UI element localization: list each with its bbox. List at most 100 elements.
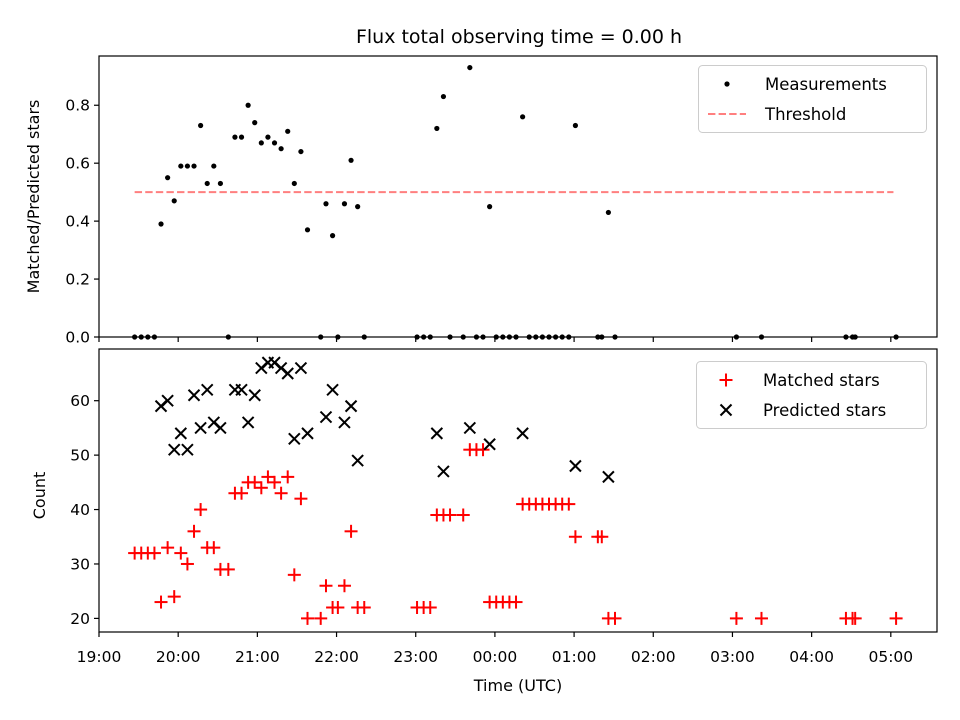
matched-star-point xyxy=(729,611,743,625)
matched-star-point xyxy=(337,579,351,593)
matched-star-point xyxy=(154,595,168,609)
top-y-tick-label: 0.4 xyxy=(65,213,90,231)
measurement-point xyxy=(265,134,271,140)
matched-star-point xyxy=(562,497,576,511)
top-plot-frame xyxy=(98,55,938,338)
predicted-star-point xyxy=(602,470,615,484)
top-y-tick-label: 0.2 xyxy=(65,271,90,289)
x-axis-label: Time (UTC) xyxy=(473,676,562,695)
top-y-tick-label: 0.8 xyxy=(65,97,90,115)
bottom-y-axis-label: Count xyxy=(30,472,49,520)
bottom-y-tick-label: 40 xyxy=(70,501,90,519)
matched-star-point xyxy=(187,524,201,538)
legend-label-predicted: Predicted stars xyxy=(763,401,886,420)
measurement-point xyxy=(323,201,329,207)
measurement-point xyxy=(341,201,348,207)
x-tick-label: 22:00 xyxy=(314,648,359,666)
measurement-point xyxy=(198,122,204,129)
predicted-star-point xyxy=(288,432,301,446)
bottom-y-ticks: 20 30 40 50 60 xyxy=(70,392,99,628)
predicted-star-point xyxy=(301,427,314,440)
bottom-y-tick-label: 30 xyxy=(70,555,90,573)
measurement-point xyxy=(258,140,264,146)
measurement-point xyxy=(355,204,361,210)
measurement-point xyxy=(304,227,311,233)
predicted-star-point xyxy=(187,389,201,402)
predicted-star-point xyxy=(241,416,255,429)
predicted-star-point xyxy=(294,361,308,375)
measurement-point xyxy=(298,148,304,155)
measurement-point xyxy=(245,102,251,108)
predicted-star-point xyxy=(161,394,174,407)
measurement-point xyxy=(191,163,197,169)
matched-star-point xyxy=(568,530,582,544)
x-tick-label: 05:00 xyxy=(868,648,913,666)
bottom-plot-frame xyxy=(98,348,938,633)
legend-label-measurements: Measurements xyxy=(765,75,887,94)
measurement-point xyxy=(329,233,336,239)
matched-star-point xyxy=(274,486,288,500)
matched-star-point xyxy=(608,611,622,625)
x-tick-label: 03:00 xyxy=(710,648,755,666)
legend-marker-predicted xyxy=(719,403,733,417)
bottom-x-ticks: 19:00 20:00 21:00 22:00 23:00 00:00 01:00 02:00… xyxy=(77,632,913,666)
measurement-point xyxy=(204,180,210,187)
measurement-point xyxy=(211,163,217,169)
x-tick-label: 04:00 xyxy=(789,648,834,666)
matched-star-point xyxy=(254,481,268,495)
measurement-point xyxy=(278,146,284,152)
matched-star-point xyxy=(754,611,768,625)
predicted-star-point xyxy=(351,454,364,467)
predicted-star-point xyxy=(483,438,496,451)
x-tick-label: 23:00 xyxy=(393,648,438,666)
matched-star-point xyxy=(443,508,457,522)
measurement-point xyxy=(184,163,191,169)
measurement-point xyxy=(487,204,493,210)
x-tick-label: 02:00 xyxy=(631,648,676,666)
matched-star-point xyxy=(207,541,221,555)
top-y-axis-label: Matched/Predicted stars xyxy=(24,100,43,294)
predicted-star-point xyxy=(168,443,181,456)
measurement-point xyxy=(158,221,164,227)
measurement-point xyxy=(605,209,611,216)
bottom-y-tick-label: 50 xyxy=(70,447,90,465)
predicted-star-point xyxy=(319,410,333,424)
matched-star-point xyxy=(268,475,282,489)
bottom-y-tick-label: 60 xyxy=(70,392,90,410)
predicted-stars-points xyxy=(154,356,615,484)
legend-marker-matched xyxy=(719,373,733,387)
measurement-points xyxy=(132,64,899,340)
matched-star-point xyxy=(319,579,333,593)
matched-star-point xyxy=(848,611,862,625)
matched-star-point xyxy=(301,611,315,625)
measurement-point xyxy=(232,134,238,140)
bottom-legend-box xyxy=(696,361,927,429)
matched-star-point xyxy=(261,470,275,484)
predicted-star-point xyxy=(326,383,339,397)
measurement-point xyxy=(291,180,297,187)
top-legend: Measurements Threshold xyxy=(698,65,927,133)
predicted-star-point xyxy=(174,427,188,440)
predicted-star-point xyxy=(344,399,358,413)
predicted-star-point xyxy=(248,389,261,402)
matched-star-point xyxy=(331,601,345,615)
measurement-point xyxy=(271,140,278,146)
matched-star-point xyxy=(194,503,208,517)
matched-star-point xyxy=(595,530,609,544)
matched-star-point xyxy=(147,546,161,560)
matched-star-point xyxy=(423,601,437,615)
matched-star-point xyxy=(161,541,175,555)
predicted-star-point xyxy=(194,421,207,435)
predicted-star-point xyxy=(516,427,529,440)
top-y-tick-label: 0.6 xyxy=(65,155,90,173)
matched-star-point xyxy=(235,486,249,500)
measurement-point xyxy=(238,134,245,140)
measurement-point xyxy=(434,125,440,132)
matched-star-point xyxy=(167,590,181,604)
top-y-ticks: 0.0 0.2 0.4 0.6 0.8 xyxy=(65,97,99,347)
predicted-star-point xyxy=(338,416,351,429)
measurement-point xyxy=(285,128,291,134)
predicted-star-point xyxy=(201,383,214,397)
measurement-point xyxy=(252,120,258,126)
bottom-panel: 20 30 40 50 60 19:00 20:00 21:00 22:00 23:00 00:0… xyxy=(30,348,938,695)
